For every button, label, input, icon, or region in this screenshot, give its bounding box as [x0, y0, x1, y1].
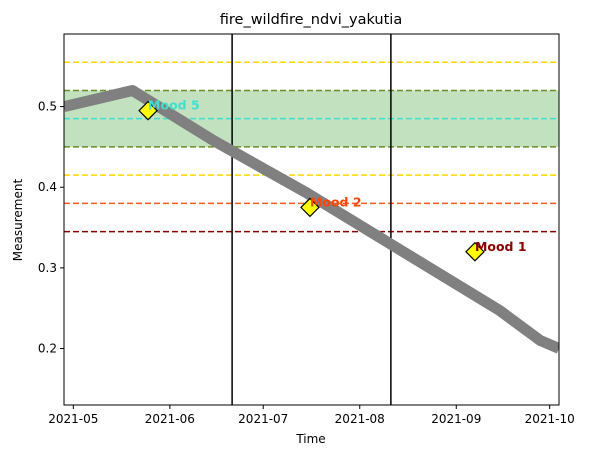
x-tick-label-5: 2021-09	[431, 412, 481, 426]
chart-title: fire_wildfire_ndvi_yakutia	[220, 12, 402, 28]
y-tick-label-2: 0.3	[38, 261, 57, 275]
x-tick-label-6: 2021-10	[525, 412, 575, 426]
x-tick-label-3: 2021-07	[238, 412, 288, 426]
annotation-label-3: Mood 1	[475, 239, 527, 254]
y-tick-label-3: 0.4	[38, 180, 57, 194]
y-axis-label: Measurement	[11, 179, 25, 262]
x-tick-label-2: 2021-06	[145, 412, 195, 426]
y-tick-label-1: 0.2	[38, 342, 57, 356]
x-tick-label-1: 2021-05	[48, 412, 98, 426]
series-line-1	[64, 85, 559, 354]
y-axis: 0.2 0.3 0.4 0.5	[38, 100, 64, 356]
x-axis: 2021-05 2021-06 2021-07 2021-08 2021-09 2021-…	[48, 405, 575, 426]
plot-area: Mood 5 Mood 2 Mood 1	[63, 33, 560, 406]
annotation-marker-2	[300, 197, 320, 218]
annotation-marker-1	[138, 100, 158, 121]
annotation-label-2: Mood 2	[310, 194, 362, 209]
plot-frame	[63, 33, 560, 406]
x-tick-label-4: 2021-08	[335, 412, 385, 426]
x-axis-label: Time	[295, 432, 325, 446]
annotation-marker-3	[465, 241, 485, 262]
annotation-label-1: Mood 5	[148, 98, 200, 113]
y-tick-label-4: 0.5	[38, 100, 57, 114]
